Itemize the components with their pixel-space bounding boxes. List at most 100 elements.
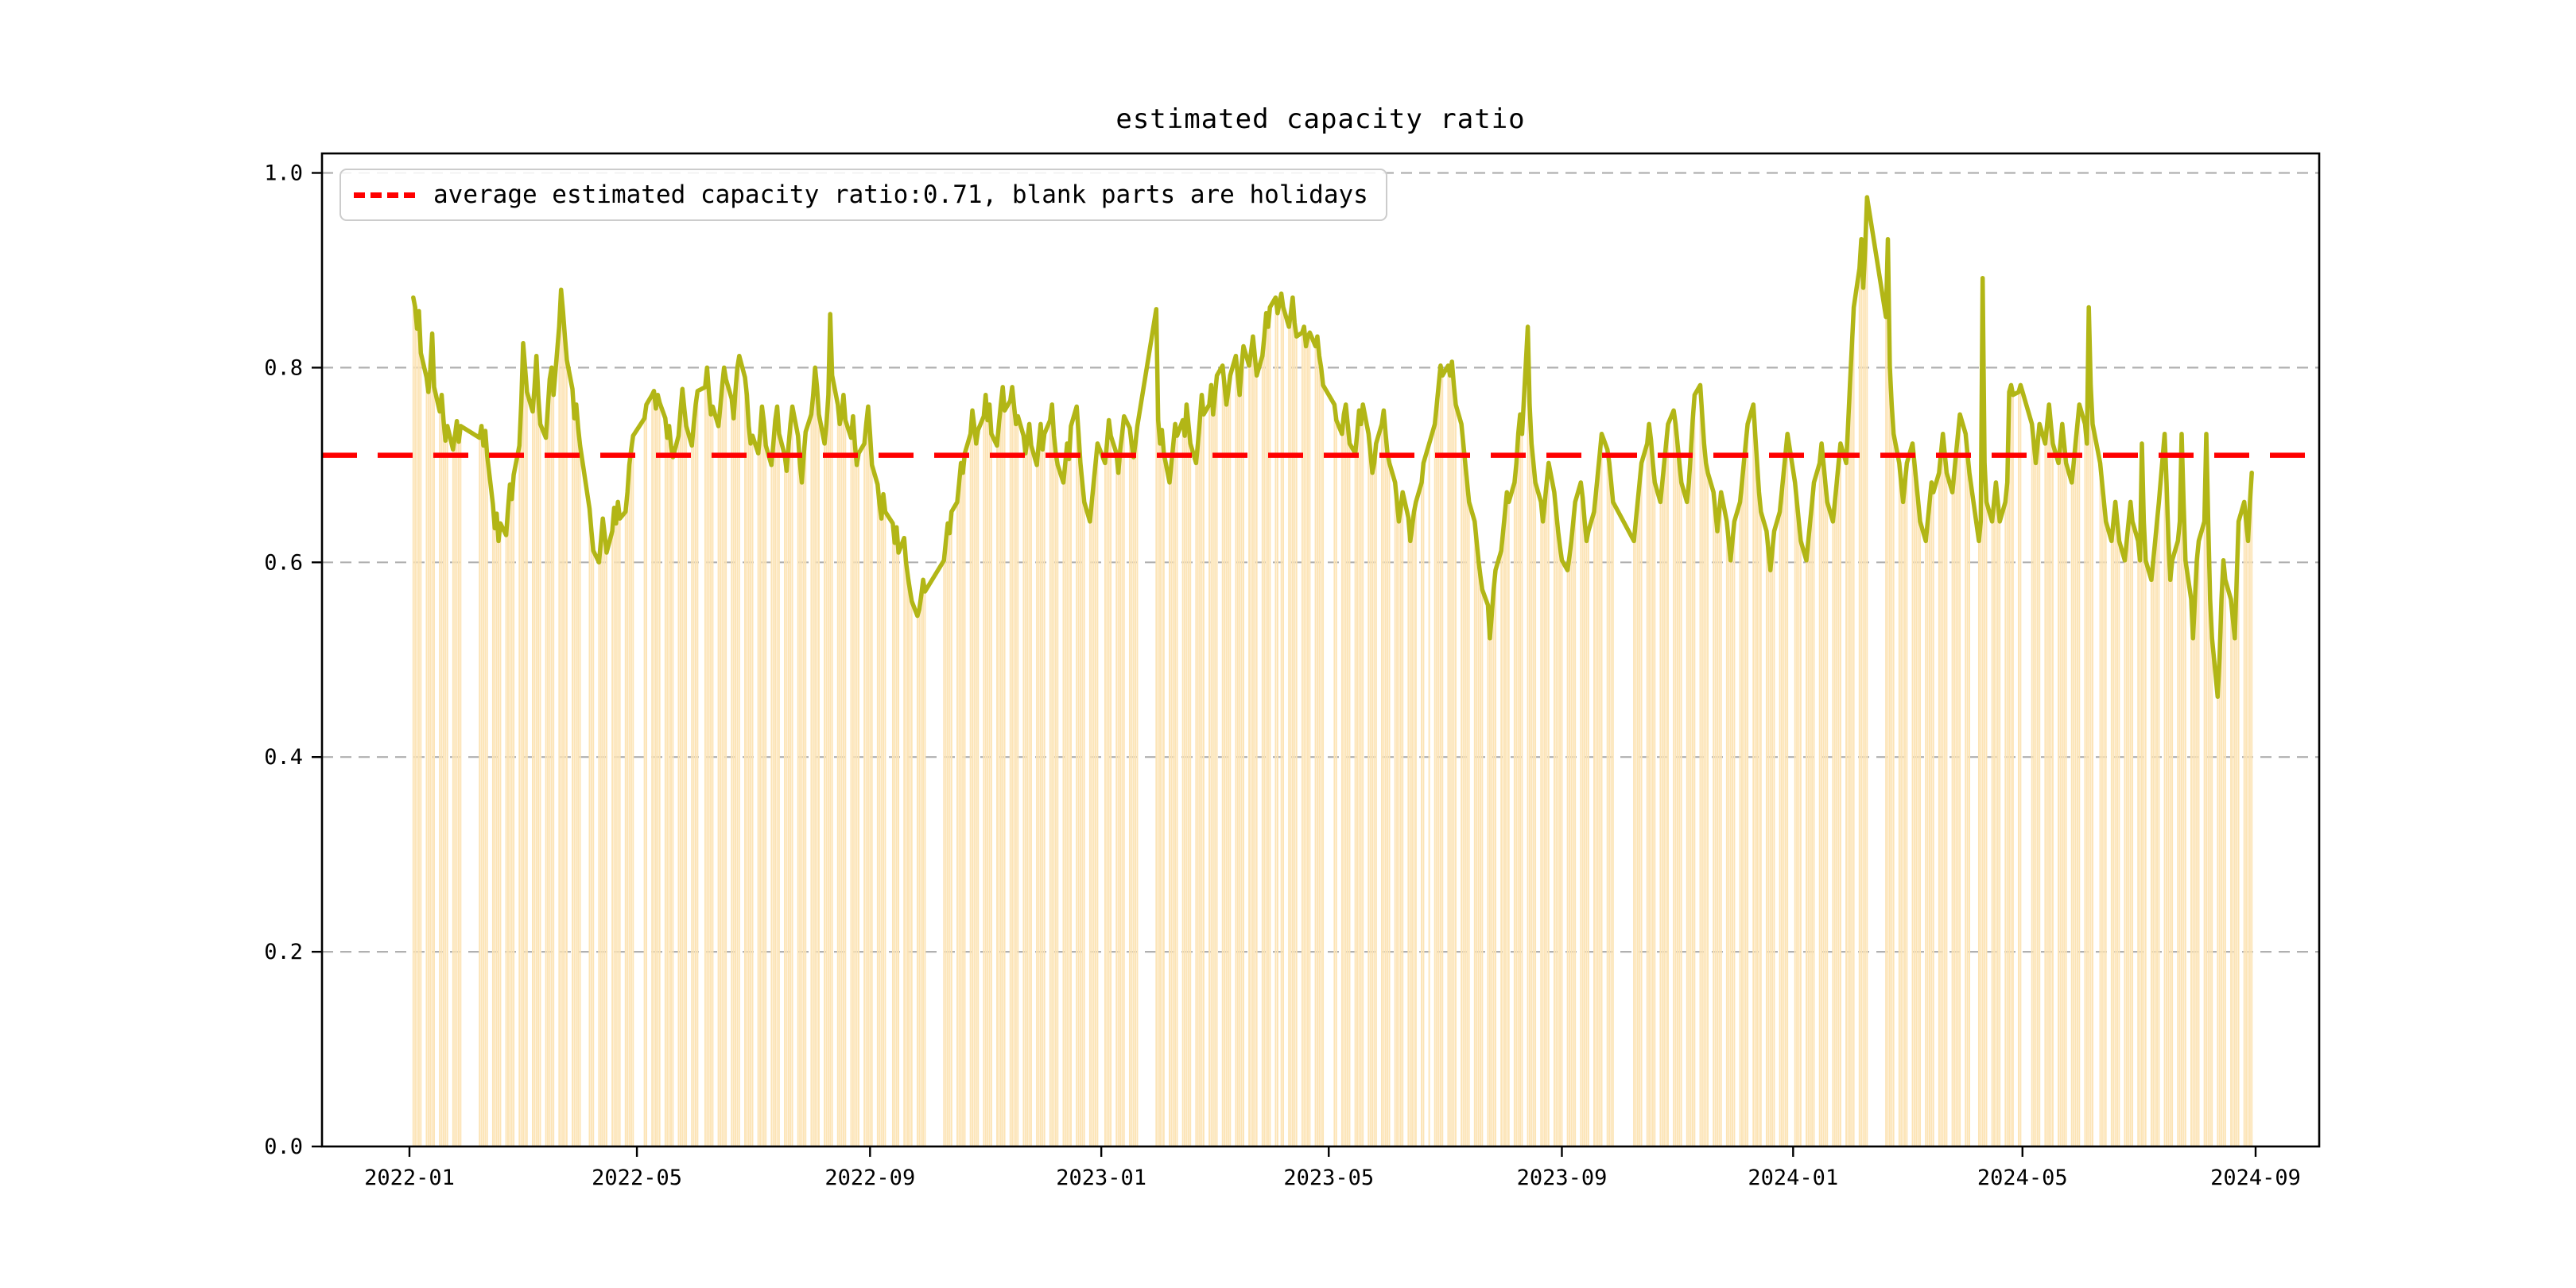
capacity-bar xyxy=(1769,570,1771,1146)
capacity-bar xyxy=(920,595,922,1146)
capacity-bar xyxy=(1181,420,1184,1146)
capacity-bar xyxy=(2099,463,2101,1146)
x-tick-label: 2024-05 xyxy=(1977,1166,2068,1190)
capacity-bar xyxy=(2059,443,2062,1146)
capacity-bar xyxy=(651,394,654,1146)
capacity-bar xyxy=(1784,453,1787,1146)
capacity-bar xyxy=(1076,406,1078,1146)
capacity-bar xyxy=(1091,502,1093,1146)
capacity-bar xyxy=(1128,428,1131,1146)
capacity-bar xyxy=(2207,521,2209,1146)
capacity-bar xyxy=(691,445,693,1146)
capacity-bar xyxy=(1399,507,1402,1146)
capacity-bar xyxy=(1720,492,1722,1146)
capacity-bar xyxy=(439,411,441,1146)
capacity-bar xyxy=(1066,443,1069,1146)
capacity-bar xyxy=(836,404,839,1146)
capacity-bar xyxy=(1953,472,1955,1146)
capacity-bar xyxy=(1347,424,1349,1146)
capacity-bar xyxy=(507,508,509,1146)
capacity-bar xyxy=(2150,580,2152,1146)
capacity-bar xyxy=(1892,433,1895,1146)
capacity-bar xyxy=(924,592,926,1146)
capacity-bar xyxy=(1981,277,1984,1146)
capacity-bar xyxy=(1659,502,1662,1146)
capacity-bar xyxy=(1932,492,1934,1146)
capacity-bar xyxy=(717,425,720,1146)
capacity-bar xyxy=(509,484,511,1146)
capacity-bar xyxy=(827,394,829,1146)
capacity-bar xyxy=(1269,307,1271,1146)
capacity-bar xyxy=(1581,498,1584,1146)
capacity-bar xyxy=(1993,502,1995,1146)
capacity-bar xyxy=(1381,424,1383,1146)
capacity-bar xyxy=(1911,443,1914,1146)
capacity-bar xyxy=(666,437,669,1146)
capacity-bar xyxy=(1703,443,1705,1146)
capacity-bar xyxy=(2224,580,2226,1146)
capacity-bar xyxy=(1925,541,1927,1146)
capacity-bar xyxy=(977,429,980,1146)
capacity-bar xyxy=(547,408,549,1146)
capacity-bar xyxy=(1885,316,1887,1146)
capacity-bar xyxy=(1384,433,1387,1146)
capacity-bar xyxy=(603,535,606,1146)
x-tick-label: 2023-01 xyxy=(1056,1166,1146,1190)
capacity-bar xyxy=(1155,308,1158,1146)
capacity-bar xyxy=(1566,570,1569,1146)
capacity-bar xyxy=(537,397,540,1146)
capacity-bar xyxy=(829,314,832,1146)
capacity-bar xyxy=(2073,463,2075,1146)
capacity-bar xyxy=(1251,336,1254,1146)
capacity-bar xyxy=(1833,502,1836,1146)
capacity-bar xyxy=(972,410,974,1146)
capacity-bar xyxy=(958,482,960,1146)
capacity-bar xyxy=(1836,482,1838,1146)
capacity-bar xyxy=(1716,531,1718,1146)
capacity-bar xyxy=(842,394,844,1146)
capacity-bar xyxy=(1373,463,1375,1146)
capacity-bar xyxy=(1123,416,1125,1146)
capacity-bar xyxy=(1891,404,1893,1146)
capacity-bar xyxy=(572,389,573,1146)
capacity-bar xyxy=(1887,239,1889,1147)
capacity-bar xyxy=(454,436,456,1146)
capacity-bar xyxy=(2010,385,2012,1146)
capacity-bar xyxy=(2035,463,2037,1146)
capacity-bar xyxy=(1043,433,1046,1146)
capacity-bar xyxy=(770,464,773,1146)
capacity-bar xyxy=(1756,463,1758,1146)
capacity-bar xyxy=(2177,541,2179,1146)
capacity-bar xyxy=(1053,436,1055,1146)
capacity-bar xyxy=(1335,420,1337,1146)
capacity-bar xyxy=(1534,482,1537,1146)
capacity-bar xyxy=(710,414,712,1146)
capacity-bar xyxy=(2004,502,2007,1146)
y-tick-label: 0.8 xyxy=(264,355,303,380)
capacity-bar xyxy=(1957,433,1959,1146)
capacity-bar xyxy=(1747,424,1749,1146)
capacity-bar xyxy=(672,457,674,1146)
capacity-bar xyxy=(732,418,735,1146)
capacity-bar xyxy=(998,424,1000,1146)
capacity-bar xyxy=(1906,463,1908,1146)
x-tick-label: 2022-01 xyxy=(364,1166,455,1190)
capacity-bar xyxy=(1383,410,1385,1146)
capacity-bar xyxy=(817,414,820,1146)
capacity-bar xyxy=(907,576,909,1146)
capacity-bar xyxy=(1942,433,1944,1146)
capacity-bar xyxy=(1202,414,1205,1146)
capacity-bar xyxy=(990,433,992,1146)
capacity-bar xyxy=(1189,443,1192,1146)
capacity-bar xyxy=(2065,463,2067,1146)
capacity-bar xyxy=(1462,443,1465,1146)
capacity-bar xyxy=(1528,404,1530,1146)
capacity-bar xyxy=(774,420,777,1146)
capacity-bar xyxy=(1216,375,1218,1146)
capacity-bar xyxy=(801,482,803,1146)
capacity-bar xyxy=(425,377,428,1146)
capacity-bar xyxy=(1585,541,1588,1146)
capacity-bar xyxy=(1280,293,1282,1147)
capacity-bar xyxy=(1926,521,1929,1146)
capacity-bar xyxy=(1940,453,1942,1146)
